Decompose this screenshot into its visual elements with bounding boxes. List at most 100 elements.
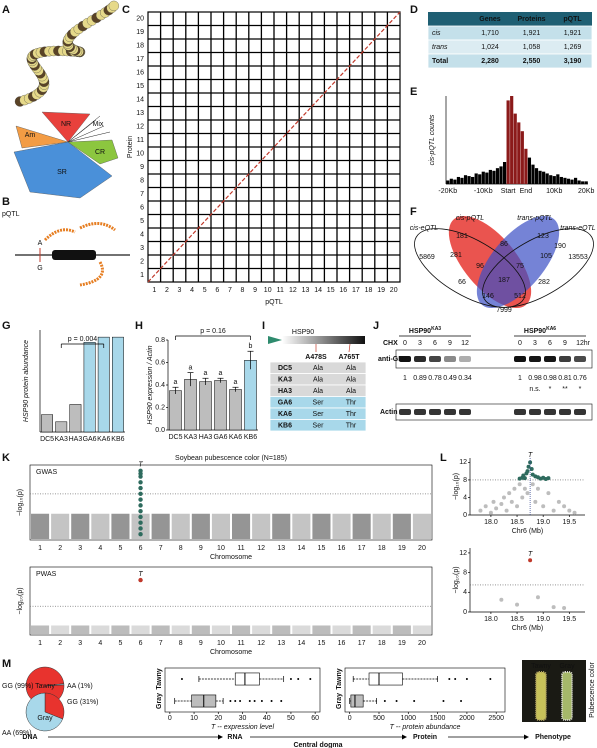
x-tick-label: 1000	[401, 715, 417, 722]
panel-label: L	[440, 452, 447, 464]
ratio-label: 1	[518, 375, 522, 382]
bar	[83, 341, 96, 433]
x-tick-label: 0	[348, 715, 352, 722]
bar	[41, 414, 54, 433]
chromosome-band	[111, 513, 130, 539]
x-tick-label: 18.5	[510, 616, 524, 623]
photo-label: Gray	[559, 663, 575, 670]
x-tick-label: 9	[199, 640, 203, 647]
x-tick-label: 3	[178, 287, 182, 294]
bar	[573, 177, 578, 184]
point	[515, 504, 520, 509]
bar	[485, 172, 489, 184]
bar	[534, 168, 539, 184]
x-tick-label: 14	[314, 287, 322, 294]
x-tick-label: KB6	[111, 436, 124, 443]
x-tick-label: 4	[98, 640, 102, 647]
flow-label: DNA	[22, 734, 37, 741]
chromosome-band	[191, 513, 210, 539]
bar	[481, 171, 485, 184]
chromosome-band	[51, 513, 70, 539]
peak-point	[138, 514, 143, 520]
bar	[449, 178, 453, 184]
flow-label: Phenotype	[535, 734, 571, 741]
point	[551, 605, 556, 610]
bar	[581, 181, 585, 184]
letter-label: a	[219, 370, 223, 377]
y-tick-label: 16	[136, 70, 144, 77]
x-tick-label: 19.5	[563, 616, 577, 623]
point	[562, 504, 567, 509]
flow-label: RNA	[227, 734, 242, 741]
bar	[563, 177, 567, 184]
venn-count: 96	[476, 263, 484, 270]
x-tick-label: 60	[311, 715, 319, 722]
x-tick-label: 9	[199, 545, 203, 552]
photo-title: Pubescence color	[589, 662, 596, 718]
outlier	[260, 700, 263, 702]
y-tick-label: Gray	[336, 693, 343, 709]
venn-count: 187	[498, 277, 510, 284]
bar	[517, 122, 521, 184]
chromosome-band	[131, 625, 150, 634]
x-tick-label: DC5	[40, 436, 54, 443]
gene-label: HSP90	[292, 329, 314, 336]
bar	[538, 170, 542, 184]
peak-point	[138, 468, 143, 473]
venn-set-label: trans-pQTL	[517, 215, 553, 222]
actin-band	[574, 409, 586, 415]
bar	[492, 170, 496, 184]
x-tick-label: 6	[139, 545, 143, 552]
venn-set	[414, 228, 526, 308]
pie-slice	[25, 692, 63, 732]
x-tick-label: 10Kb	[546, 188, 562, 195]
x-axis-title: Chr6 (Mb)	[512, 528, 544, 535]
letter-label: b	[249, 343, 253, 350]
y-tick-label: 4	[463, 589, 467, 596]
treatment: CHX	[383, 340, 398, 347]
point	[504, 508, 509, 513]
peak-label: T	[138, 571, 143, 578]
time-label: 0	[518, 340, 522, 347]
x-tick-label: 18.0	[484, 519, 498, 526]
outlier	[383, 700, 386, 702]
x-tick-label: 11	[237, 640, 244, 647]
y-tick-label: 10	[136, 151, 144, 158]
outlier	[395, 700, 398, 702]
table-cell: 2,280	[481, 58, 499, 65]
chromosome-band	[232, 625, 251, 634]
x-tick-label: 11	[237, 545, 244, 552]
chromosome-band	[412, 625, 431, 634]
panel-label: H	[135, 320, 143, 332]
chromosome-band	[352, 513, 371, 539]
x-tick-label: 6	[215, 287, 219, 294]
venn-count: 181	[456, 233, 468, 240]
y-tick-label: 8	[463, 477, 467, 484]
outlier	[270, 700, 273, 702]
peak-point	[138, 577, 143, 583]
x-tick-label: 17	[358, 545, 366, 552]
chromosome-band	[332, 625, 351, 634]
box	[350, 694, 364, 708]
table-cell: Ala	[313, 365, 323, 372]
point	[491, 499, 496, 504]
cluster-label: CR	[95, 149, 105, 156]
outlier	[465, 678, 468, 680]
table-cell: KA6	[278, 411, 292, 418]
y-tick-label: 0.0	[155, 427, 165, 434]
outlier	[253, 700, 256, 702]
outlier	[297, 678, 300, 680]
blot-band	[429, 356, 441, 362]
y-tick-label: Tawny	[156, 668, 163, 689]
y-tick-label: 8	[463, 569, 467, 576]
venn-count: 66	[458, 279, 466, 286]
point	[556, 499, 561, 504]
bar	[456, 176, 461, 184]
outlier	[280, 700, 283, 702]
chromosome-band	[312, 625, 331, 634]
peak-point	[138, 520, 143, 525]
bar	[453, 179, 457, 184]
x-tick-label: 50	[287, 715, 295, 722]
x-tick-label: GA6	[213, 434, 227, 441]
